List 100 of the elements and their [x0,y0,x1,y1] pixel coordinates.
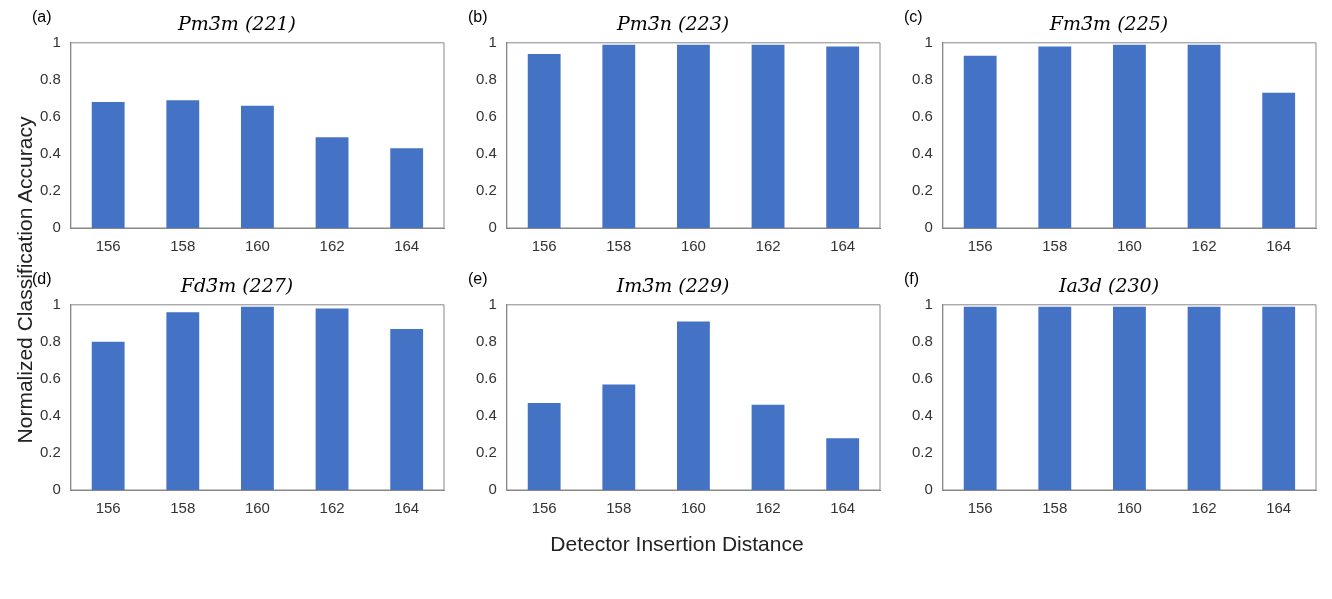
bar [1262,92,1296,228]
text: (f) [904,270,920,288]
y-tick-label: 0.2 [911,443,933,461]
chart-title: Ia3̄d (230) [1057,274,1160,297]
x-tick-label: 160 [680,499,706,517]
x-tick-label: 158 [170,499,196,517]
y-tick-label: 0.6 [911,369,933,387]
x-tick-label: 160 [1116,237,1142,255]
y-tick-label: 0 [924,218,933,236]
bar [826,438,860,490]
bar [390,148,424,228]
y-tick-label: 0 [488,218,497,236]
text: (e) [468,270,488,288]
y-tick-label: 0.4 [475,406,497,424]
x-tick-label: 164 [394,499,420,517]
bar [1113,44,1146,228]
y-tick-label: 0.2 [475,181,497,199]
x-tick-label: 156 [531,237,557,255]
chart-title: Pm3̄m (221) [176,12,297,35]
y-tick-label: 0.8 [911,69,933,87]
text: (d) [32,270,52,288]
y-tick-label: 0.4 [911,406,933,424]
y-tick-label: 0.2 [39,443,61,461]
x-tick-label: 156 [967,237,993,255]
bar [390,328,424,490]
y-tick-label: 0.8 [475,69,497,87]
bar [241,105,274,228]
bar [241,306,274,490]
y-tick-label: 0.4 [39,144,61,162]
y-tick-label: 0 [52,480,61,498]
y-tick-label: 0.8 [39,69,61,87]
bar [315,137,349,228]
bar [91,341,125,490]
x-tick-label: 164 [830,499,856,517]
y-tick-label: 0.6 [39,107,61,125]
y-tick-label: 1 [488,32,497,50]
bar [527,53,561,228]
y-tick-label: 0.6 [39,369,61,387]
x-tick-label: 162 [755,499,781,517]
x-tick-label: 164 [1266,499,1292,517]
x-tick-label: 160 [244,237,270,255]
x-tick-label: 160 [244,499,270,517]
x-tick-label: 160 [1116,499,1142,517]
x-tick-label: 156 [967,499,993,517]
y-tick-label: 0.6 [911,107,933,125]
y-tick-label: 1 [488,294,497,312]
y-tick-label: 0 [924,480,933,498]
y-tick-label: 1 [52,294,61,312]
bar [826,46,860,228]
bar [751,404,785,490]
y-tick-label: 0 [52,218,61,236]
bar [751,44,785,228]
text: (b) [468,8,488,26]
x-tick-label: 164 [394,237,420,255]
chart-title: Im3̄m (229) [615,274,730,297]
y-tick-label: 0.4 [39,406,61,424]
chart-title: Fm3̄m (225) [1048,12,1169,35]
x-tick-label: 158 [606,237,632,255]
bar [677,44,710,228]
y-tick-label: 0.4 [911,144,933,162]
bar [91,102,125,228]
chart-title: Fd3̄m (227) [179,274,294,297]
x-tick-label: 156 [95,499,121,517]
x-tick-label: 156 [531,499,557,517]
bar [963,55,997,228]
x-tick-label: 164 [1266,237,1292,255]
y-tick-label: 0.6 [475,369,497,387]
y-tick-label: 1 [924,294,933,312]
x-tick-label: 162 [1191,499,1217,517]
y-tick-label: 0.8 [39,331,61,349]
bar [677,321,710,490]
text: (a) [32,8,52,26]
x-tick-label: 162 [1191,237,1217,255]
x-tick-label: 158 [170,237,196,255]
y-tick-label: 0.8 [911,331,933,349]
y-tick-label: 1 [924,32,933,50]
y-tick-label: 0.2 [475,443,497,461]
bar [602,44,636,228]
y-tick-label: 0 [488,480,497,498]
x-tick-label: 158 [606,499,632,517]
x-tick-label: 158 [1042,499,1068,517]
y-tick-label: 1 [52,32,61,50]
x-tick-label: 162 [319,237,345,255]
y-tick-label: 0.2 [39,181,61,199]
x-axis-title: Detector Insertion Distance [549,532,805,556]
x-tick-label: 164 [830,237,856,255]
y-tick-label: 0.2 [911,181,933,199]
x-tick-label: 158 [1042,237,1068,255]
x-tick-label: 162 [755,237,781,255]
x-tick-label: 160 [680,237,706,255]
bar [602,384,636,490]
y-tick-label: 0.4 [475,144,497,162]
chart-title: Pm3̄n (223) [615,12,730,35]
bar [315,308,349,490]
y-tick-label: 0.8 [475,331,497,349]
text: (c) [904,8,923,26]
x-tick-label: 162 [319,499,345,517]
bar [166,312,200,490]
y-tick-label: 0.6 [475,107,497,125]
bar [527,402,561,490]
